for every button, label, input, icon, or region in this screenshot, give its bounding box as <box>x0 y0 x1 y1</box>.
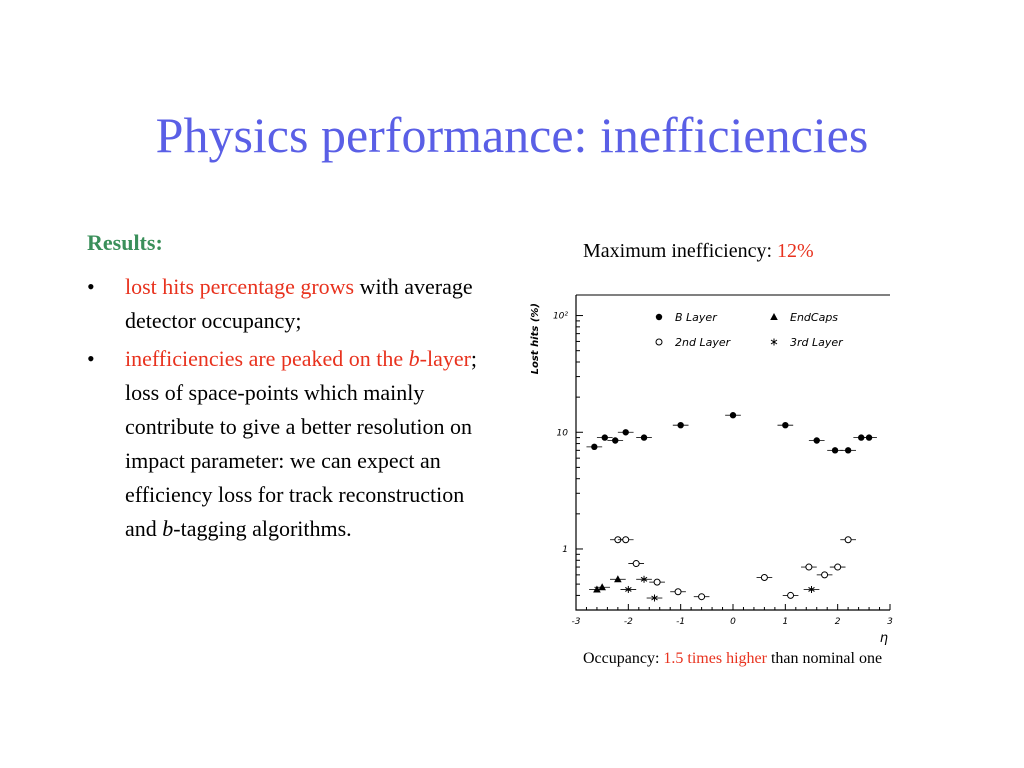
data-point <box>844 536 852 544</box>
data-point <box>677 421 684 429</box>
data-point <box>844 447 852 454</box>
occupancy-caption: Occupancy: 1.5 times higher than nominal… <box>583 648 883 670</box>
data-point <box>787 591 795 599</box>
data-point <box>591 443 598 451</box>
data-point <box>760 573 768 581</box>
data-point <box>612 437 619 444</box>
x-tick-label: -3 <box>572 617 581 627</box>
legend-marker <box>770 313 778 320</box>
data-point <box>651 594 658 602</box>
plot-marks <box>586 412 877 602</box>
bullet-2-highlight-b: b <box>408 346 420 371</box>
x-tick-label: 1 <box>782 617 788 627</box>
x-tick-label: -1 <box>676 617 685 627</box>
bullet-2-text-b: b <box>162 516 174 541</box>
data-point <box>625 585 632 593</box>
data-point <box>622 429 629 436</box>
occupancy-rest: than nominal one <box>766 650 883 667</box>
y-tick-label: 10² <box>553 312 568 322</box>
legend-label: B Layer <box>675 311 718 324</box>
x-tick-label: 2 <box>835 617 841 627</box>
bullet-occupancy: • lost hits percentage grows with averag… <box>87 270 497 338</box>
star-stroke <box>808 587 815 592</box>
data-point <box>698 593 706 601</box>
results-heading: Results: <box>87 230 163 255</box>
legend-marker <box>770 338 778 346</box>
star-stroke <box>770 339 778 345</box>
star-stroke <box>651 595 658 601</box>
occupancy-value: 1.5 times higher <box>663 650 767 667</box>
max-inefficiency-caption: Maximum inefficiency: 12% <box>583 240 814 263</box>
data-point <box>601 434 608 441</box>
data-point <box>674 588 682 596</box>
data-point <box>622 536 630 544</box>
y-tick-label: 1 <box>562 545 568 555</box>
bullet-2-text-end: -tagging algorithms. <box>173 516 352 541</box>
data-point <box>858 434 865 441</box>
bullet-marker: • <box>87 274 95 299</box>
bullet-blayer: • inefficiencies are peaked on the b-lay… <box>87 342 497 546</box>
y-axis-label: Lost hits (%) <box>530 303 541 374</box>
star-stroke <box>625 587 632 592</box>
data-point <box>614 575 622 583</box>
data-point <box>640 575 648 583</box>
legend-label: 2nd Layer <box>675 336 732 349</box>
data-point <box>729 412 737 419</box>
max-inefficiency-value: 12% <box>777 240 814 262</box>
data-point <box>821 571 829 579</box>
x-axis-label: η <box>880 631 888 645</box>
data-point <box>834 563 842 571</box>
slide-title: Physics performance: inefficiencies <box>155 107 869 163</box>
bullet-marker: • <box>87 346 95 371</box>
data-point <box>598 583 606 591</box>
data-point <box>813 437 820 444</box>
max-inefficiency-label: Maximum inefficiency: <box>583 240 778 262</box>
plot-axes: -3 -2 -1 0 1 2 3 1 10 10² η Lost hits (%) <box>530 294 893 645</box>
data-point <box>865 434 873 441</box>
legend-marker <box>655 313 663 321</box>
legend-marker <box>655 338 663 346</box>
data-point <box>805 563 813 571</box>
legend-label: EndCaps <box>790 311 838 324</box>
bullet-1-text: with average detector occupancy; <box>125 274 473 333</box>
results-list: • lost hits percentage grows with averag… <box>87 270 497 550</box>
x-tick-label: -2 <box>624 617 633 627</box>
x-tick-label: 0 <box>730 617 736 627</box>
bullet-2-text: ; loss of space-points which mainly cont… <box>125 346 478 541</box>
y-tick-label: 10 <box>557 428 569 438</box>
data-point <box>831 447 839 454</box>
bullet-2-highlight: inefficiencies are peaked on the <box>125 346 409 371</box>
data-point <box>782 421 789 429</box>
data-point <box>653 578 661 586</box>
plot-legend: B Layer 2nd Layer EndCaps 3rd Layer <box>655 311 844 349</box>
legend-label: 3rd Layer <box>790 336 844 349</box>
plot-frame <box>575 295 890 611</box>
lost-hits-plot: -3 -2 -1 0 1 2 3 1 10 10² η Lost hits (%) B Layer 2n… <box>530 294 893 645</box>
data-point <box>808 585 815 593</box>
data-point <box>632 560 640 568</box>
x-tick-label: 3 <box>887 617 893 627</box>
occupancy-label: Occupancy: <box>583 650 664 667</box>
bullet-2-highlight-end: -layer <box>419 346 471 371</box>
bullet-1-highlight: lost hits percentage grows <box>125 274 355 299</box>
data-point <box>593 585 601 593</box>
star-stroke <box>640 576 648 582</box>
data-point <box>640 434 648 441</box>
